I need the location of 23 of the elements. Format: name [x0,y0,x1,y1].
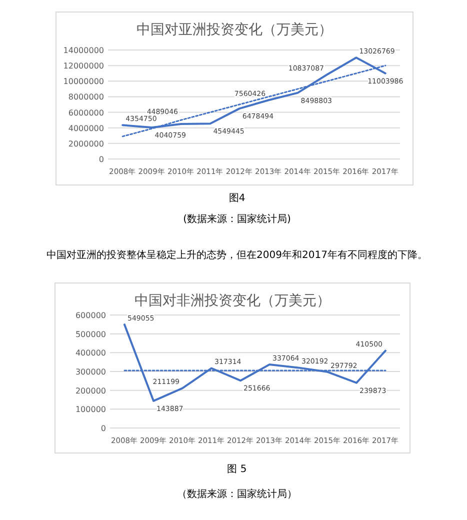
y-tick-label: 6000000 [68,108,104,118]
y-tick-label: 0 [98,155,104,164]
caption: 图4 [228,193,246,204]
y-tick-label: 2000000 [68,139,104,148]
y-tick-label: 400000 [75,348,106,358]
y-tick-label: 500000 [75,330,106,339]
chart-title: 中国对非洲投资变化（万美元） [134,293,330,309]
y-tick-label: 100000 [75,405,106,414]
y-tick-label: 600000 [75,311,106,320]
y-tick-label: 8000000 [68,92,104,102]
y-tick-label: 200000 [75,386,106,396]
y-tick-label: 14000000 [63,46,104,55]
y-tick-label: 4000000 [68,124,104,133]
caption: 图 5 [227,464,247,475]
chart-title: 中国对亚洲投资变化（万美元） [136,22,332,38]
y-tick-label: 12000000 [63,62,104,71]
y-tick-label: 300000 [75,368,106,376]
text: (数据来源：国家统计局) [183,213,291,225]
y-tick-label: 0 [100,424,106,433]
text: 中国对亚洲的投资整体呈稳定上升的态势，但在2009年和2017年有不同程度的下降。 [46,249,428,261]
text: （数据来源：国家统计局） [177,488,297,500]
y-tick-label: 10000000 [63,77,104,86]
line-series [124,324,386,402]
